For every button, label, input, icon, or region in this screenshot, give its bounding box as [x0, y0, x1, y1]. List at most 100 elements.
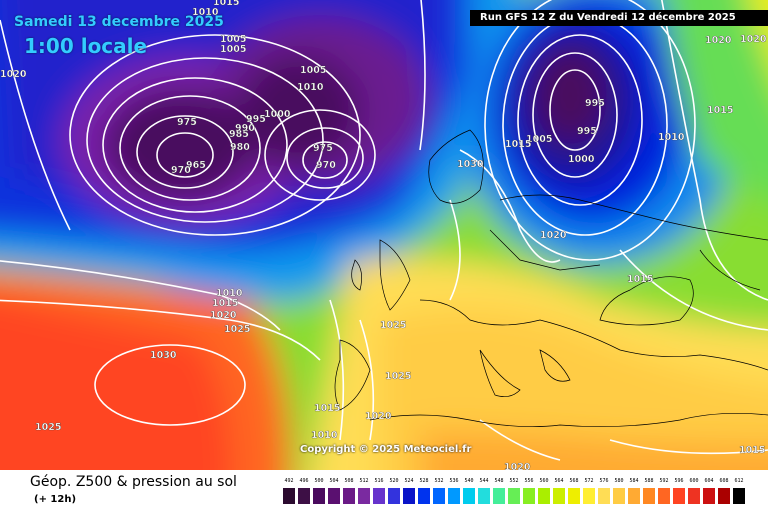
isobar-label-layer: 1015 1010 1005 1005 1005 1010 1020 975 9…: [0, 0, 767, 470]
isobar-label: 1015: [314, 403, 340, 414]
scale-tick-label: 608: [719, 478, 729, 484]
isobar-label: 1020: [0, 69, 27, 80]
isobar-label: 1000: [264, 109, 291, 120]
isobar-label: 1015: [707, 105, 733, 116]
isobar-label: 1015: [627, 274, 653, 285]
isobar-label: 1015: [739, 445, 765, 456]
weather-map: 1015 1010 1005 1005 1005 1010 1020 975 9…: [0, 0, 768, 470]
scale-tick-label: 576: [599, 478, 609, 484]
isobar-label: 1005: [300, 65, 326, 76]
map-panel: 1015 1010 1005 1005 1005 1010 1020 975 9…: [0, 0, 768, 470]
scale-tick-label: 532: [434, 478, 444, 484]
scale-tick-label: 584: [629, 478, 639, 484]
isobar-label: 1010: [216, 288, 243, 299]
scale-tick-label: 500: [314, 478, 324, 484]
isobar-label: 1020: [504, 462, 531, 470]
scale-tick-label: 540: [464, 478, 474, 484]
isobar-lines: [0, 0, 768, 460]
scale-tick-label: 580: [614, 478, 624, 484]
scale-swatch: [553, 488, 565, 504]
isobar-label: 1005: [526, 134, 552, 145]
isobar-label: 970: [316, 160, 336, 171]
scale-swatch: [358, 488, 370, 504]
scale-swatch: [718, 488, 730, 504]
scale-tick-label: 604: [704, 478, 714, 484]
scale-swatch: [493, 488, 505, 504]
isobar-label: 985: [229, 129, 249, 140]
isobar-label: 1030: [457, 159, 484, 170]
isobar-label: 995: [246, 114, 266, 125]
scale-swatch: [688, 488, 700, 504]
scale-swatch: [478, 488, 490, 504]
isobar-label: 1025: [385, 371, 411, 382]
scale-swatch: [523, 488, 535, 504]
scale-tick-label: 568: [569, 478, 579, 484]
scale-tick-label: 496: [299, 478, 309, 484]
isobar-label: 1020: [210, 310, 237, 321]
scale-swatch: [328, 488, 340, 504]
isobar-label: 1025: [380, 320, 406, 331]
scale-swatch: [343, 488, 355, 504]
scale-swatch: [463, 488, 475, 504]
scale-tick-label: 524: [404, 478, 414, 484]
scale-swatch: [313, 488, 325, 504]
forecast-step-label: (+ 12h): [34, 494, 77, 505]
isobar-label: 1015: [505, 139, 531, 150]
isobar-label: 1005: [220, 44, 246, 55]
isobar-label: 1020: [705, 35, 732, 46]
isobar-label: 965: [186, 160, 206, 171]
scale-tick-label: 556: [524, 478, 534, 484]
isobar-label: 1020: [740, 34, 767, 45]
scale-tick-label: 552: [509, 478, 519, 484]
isobar-label: 970: [171, 165, 191, 176]
scale-tick-label: 592: [659, 478, 669, 484]
scale-tick-label: 516: [374, 478, 384, 484]
scale-tick-label: 560: [539, 478, 549, 484]
product-title: Géop. Z500 & pression au sol: [30, 474, 237, 490]
isobar-label: 1010: [311, 430, 338, 441]
isobar-label: 1020: [540, 230, 567, 241]
scale-swatch: [298, 488, 310, 504]
forecast-date-title: Samedi 13 decembre 2025: [14, 14, 224, 30]
isobar-label: 975: [177, 117, 197, 128]
isobar-label: 1010: [192, 7, 219, 18]
scale-tick-label: 600: [689, 478, 699, 484]
scale-tick-label: 504: [329, 478, 339, 484]
geopotential-color-scale: 492 496 500 504 508 512 516 520 524 528 532 536 540 5…: [283, 478, 751, 510]
scale-tick-label: 508: [344, 478, 354, 484]
isobar-label: 1015: [213, 0, 239, 8]
scale-swatch: [643, 488, 655, 504]
isobar-label: 975: [313, 143, 333, 154]
scale-swatch: [673, 488, 685, 504]
isobar-label: 1030: [150, 350, 177, 361]
scale-tick-label: 536: [449, 478, 459, 484]
model-run-header: Run GFS 12 Z du Vendredi 12 décembre 202…: [470, 10, 768, 26]
isobar-label: 1025: [224, 324, 250, 335]
scale-swatch: [733, 488, 745, 504]
scale-tick-label: 596: [674, 478, 684, 484]
isobar-label: 990: [235, 123, 255, 134]
coastlines: [334, 129, 768, 428]
scale-swatch: [568, 488, 580, 504]
geopotential-field: [0, 0, 768, 470]
scale-swatch: [388, 488, 400, 504]
scale-tick-label: 528: [419, 478, 429, 484]
isobar-label: 995: [577, 126, 597, 137]
scale-tick-label: 544: [479, 478, 489, 484]
scale-swatch: [433, 488, 445, 504]
scale-tick-label: 572: [584, 478, 594, 484]
scale-tick-label: 588: [644, 478, 654, 484]
scale-swatch: [628, 488, 640, 504]
copyright-notice: Copyright © 2025 Meteociel.fr: [300, 444, 472, 455]
scale-swatch: [403, 488, 415, 504]
isobar-label: 980: [230, 142, 250, 153]
scale-swatch: [703, 488, 715, 504]
isobar-label: 1025: [35, 422, 61, 433]
scale-swatch: [283, 488, 295, 504]
isobar-label: 1010: [658, 132, 685, 143]
scale-swatch: [508, 488, 520, 504]
scale-tick-label: 612: [734, 478, 744, 484]
scale-tick-label: 512: [359, 478, 369, 484]
scale-swatch: [658, 488, 670, 504]
scale-swatch: [598, 488, 610, 504]
